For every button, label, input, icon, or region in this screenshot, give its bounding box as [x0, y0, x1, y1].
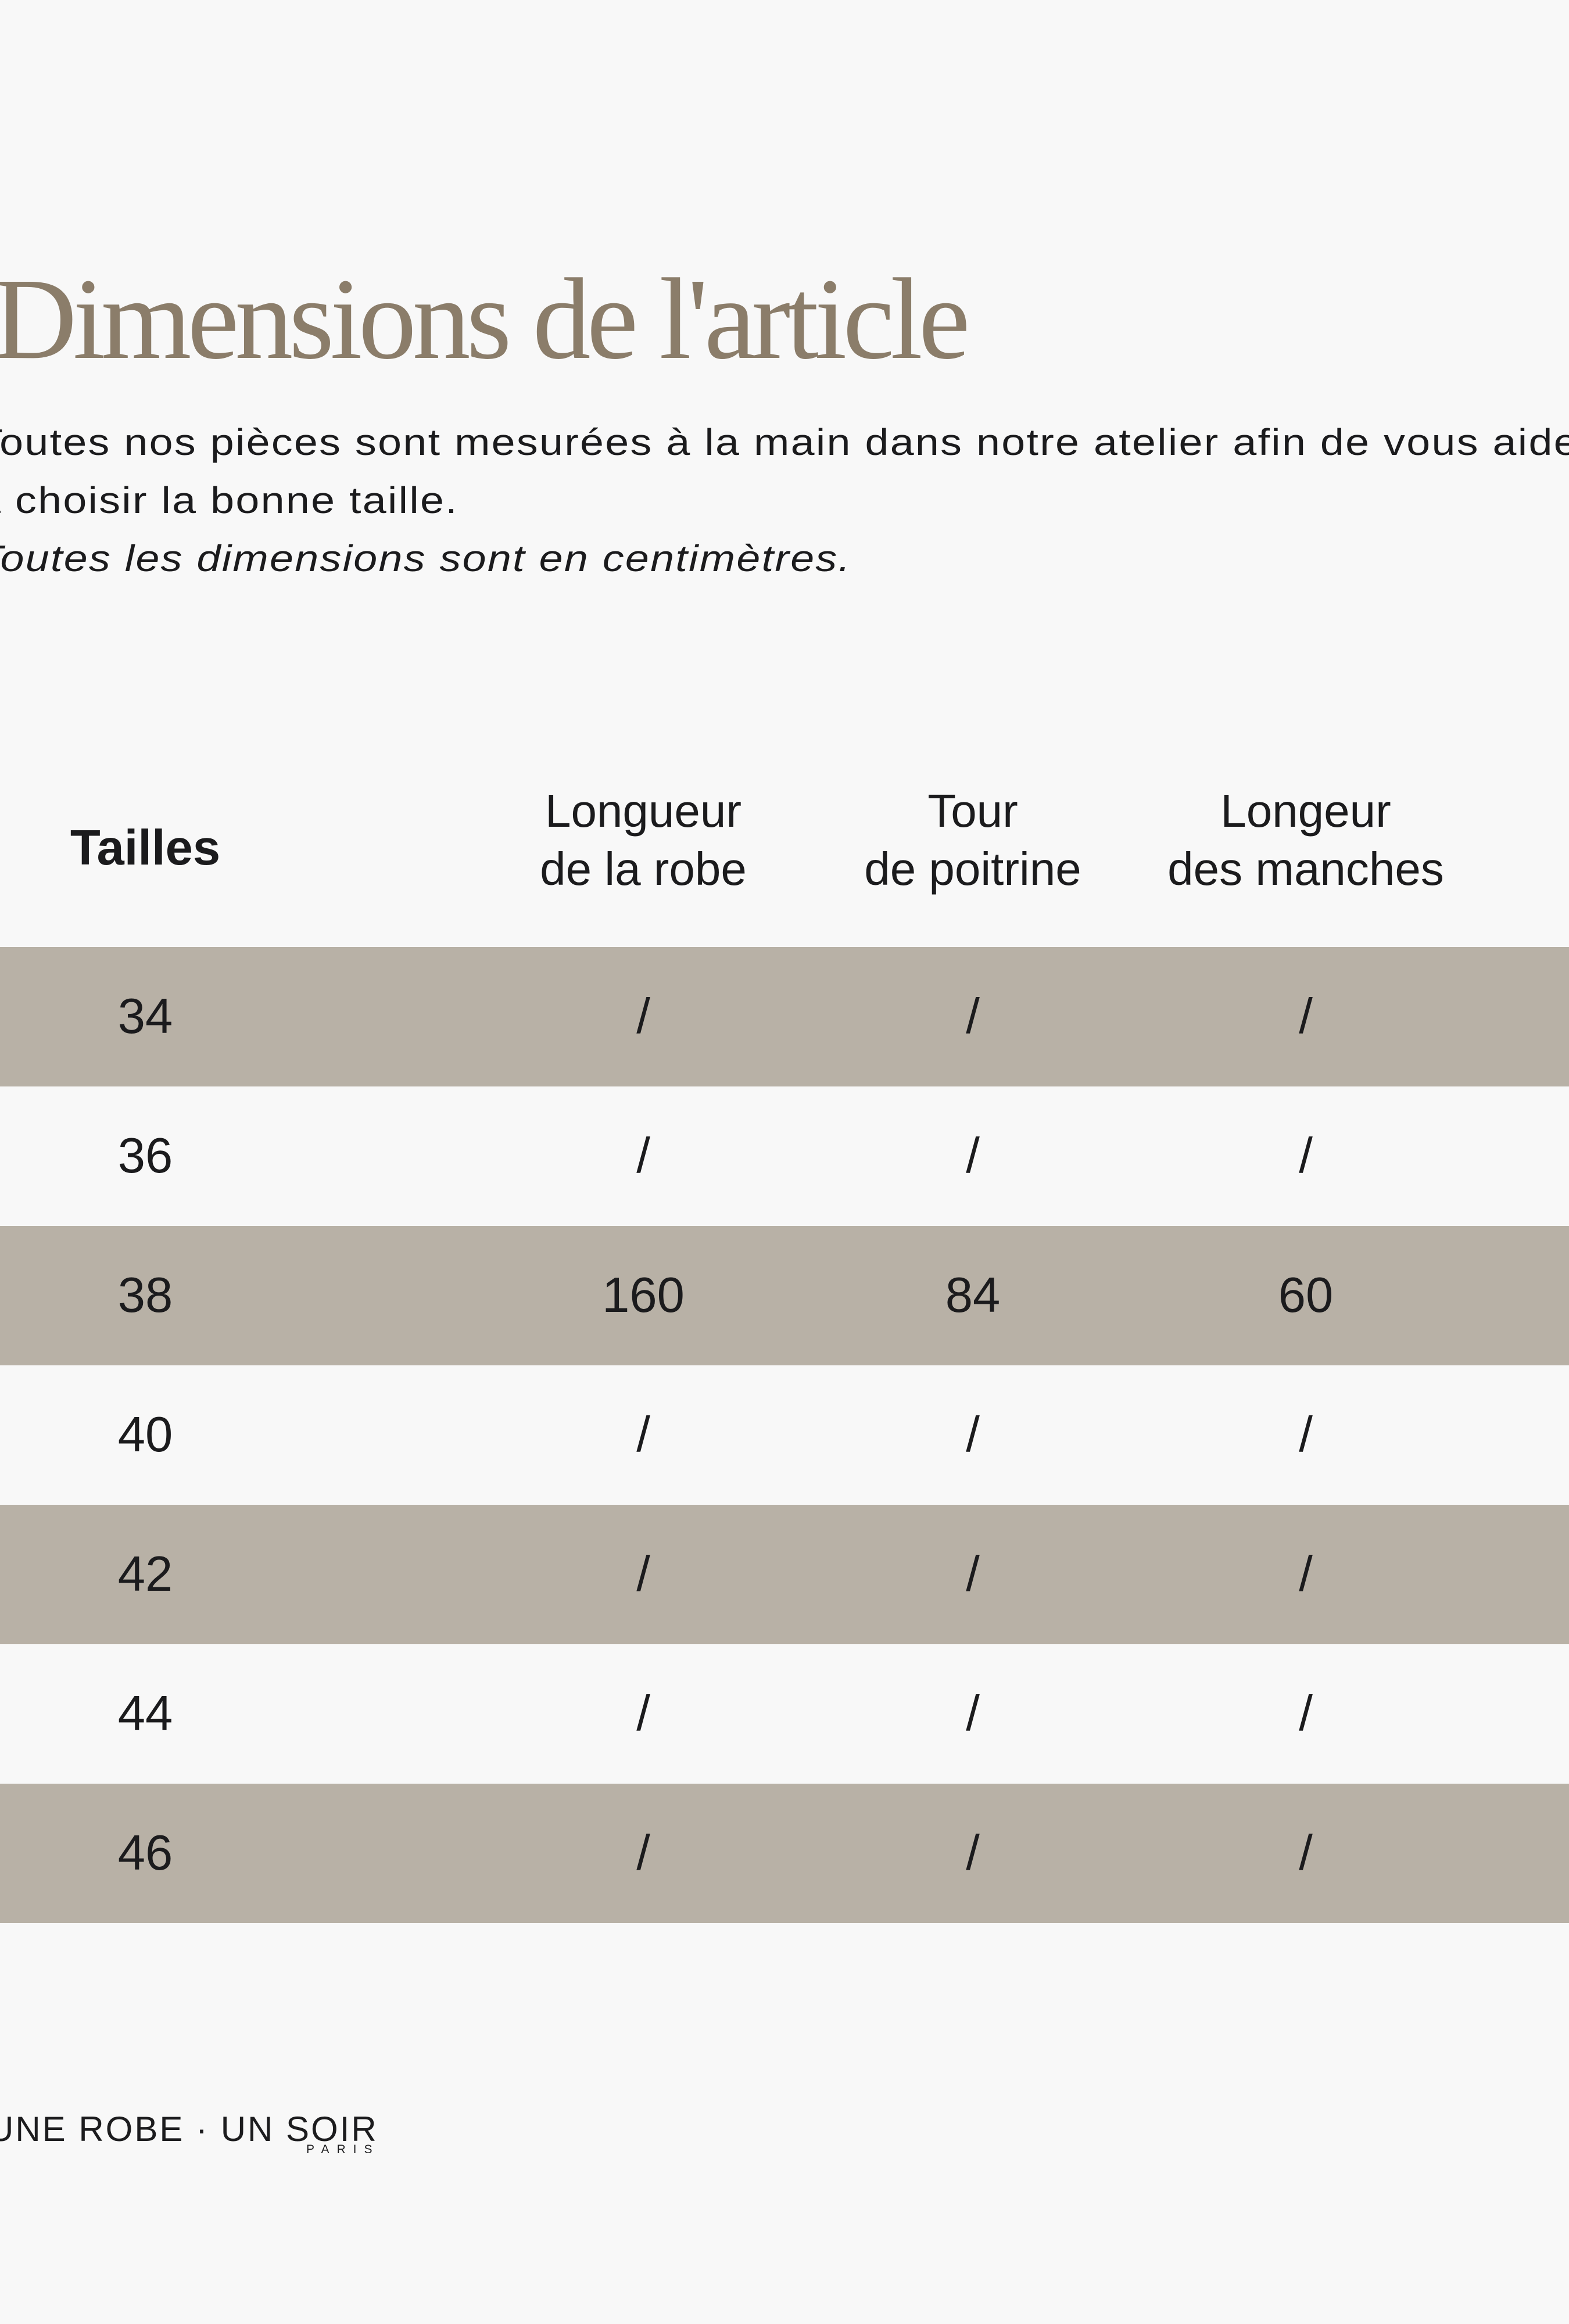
table-row-size-42: 42 / / /	[0, 1505, 1569, 1644]
value-cell: /	[1299, 1826, 1313, 1881]
size-cell: 42	[117, 1547, 173, 1602]
column-header-line1: Longeur	[1220, 785, 1391, 837]
brand-logo: UNE ROBE · UN SOIR	[0, 2110, 378, 2149]
column-header-line2: des manches	[1167, 843, 1444, 895]
brand-logo-paris: PARIS	[306, 2143, 380, 2156]
column-header-line2: de la robe	[540, 843, 747, 895]
value-cell: /	[966, 989, 980, 1044]
value-cell: /	[636, 1686, 650, 1741]
value-cell: /	[966, 1547, 980, 1602]
column-header-tour-poitrine: Tour de poitrine	[864, 782, 1081, 898]
table-row-size-38: 38 160 84 60	[0, 1226, 1569, 1365]
value-cell: /	[1299, 989, 1313, 1044]
value-cell: /	[1299, 1128, 1313, 1183]
value-cell: /	[1299, 1407, 1313, 1462]
page-title: Dimensions de l'article	[0, 255, 970, 383]
value-cell: /	[636, 1407, 650, 1462]
size-cell: 34	[117, 989, 173, 1044]
column-header-line2: de poitrine	[864, 843, 1081, 895]
column-header-tailles: Tailles	[70, 820, 221, 876]
size-cell: 36	[117, 1128, 173, 1183]
column-header-line1: Tour	[927, 785, 1018, 837]
value-cell: /	[1299, 1547, 1313, 1602]
table-row-size-36: 36 / / /	[0, 1086, 1569, 1226]
value-cell: /	[966, 1826, 980, 1881]
intro-note-units: Toutes les dimensions sont en centimètre…	[0, 537, 852, 579]
value-cell: 60	[1278, 1268, 1334, 1323]
table-row-size-46: 46 / / /	[0, 1784, 1569, 1923]
value-cell: /	[636, 1128, 650, 1183]
size-cell: 38	[117, 1268, 173, 1323]
value-cell: /	[636, 1547, 650, 1602]
value-cell: 84	[945, 1268, 1001, 1323]
value-cell: /	[966, 1686, 980, 1741]
value-cell: /	[636, 989, 650, 1044]
intro-line-2: à choisir la bonne taille.	[0, 479, 458, 521]
table-row-size-44: 44 / / /	[0, 1644, 1569, 1784]
column-header-line1: Longueur	[545, 785, 742, 837]
value-cell: /	[636, 1826, 650, 1881]
size-cell: 46	[117, 1826, 173, 1881]
table-row-size-34: 34 / / /	[0, 947, 1569, 1086]
value-cell: /	[1299, 1686, 1313, 1741]
intro-line-1: Toutes nos pièces sont mesurées à la mai…	[0, 421, 1569, 463]
value-cell: 160	[602, 1268, 685, 1323]
value-cell: /	[966, 1407, 980, 1462]
table-row-size-40: 40 / / /	[0, 1365, 1569, 1505]
column-header-longueur-robe: Longueur de la robe	[540, 782, 747, 898]
value-cell: /	[966, 1128, 980, 1183]
size-cell: 40	[117, 1407, 173, 1462]
size-cell: 44	[117, 1686, 173, 1741]
column-header-longueur-manches: Longeur des manches	[1167, 782, 1444, 898]
